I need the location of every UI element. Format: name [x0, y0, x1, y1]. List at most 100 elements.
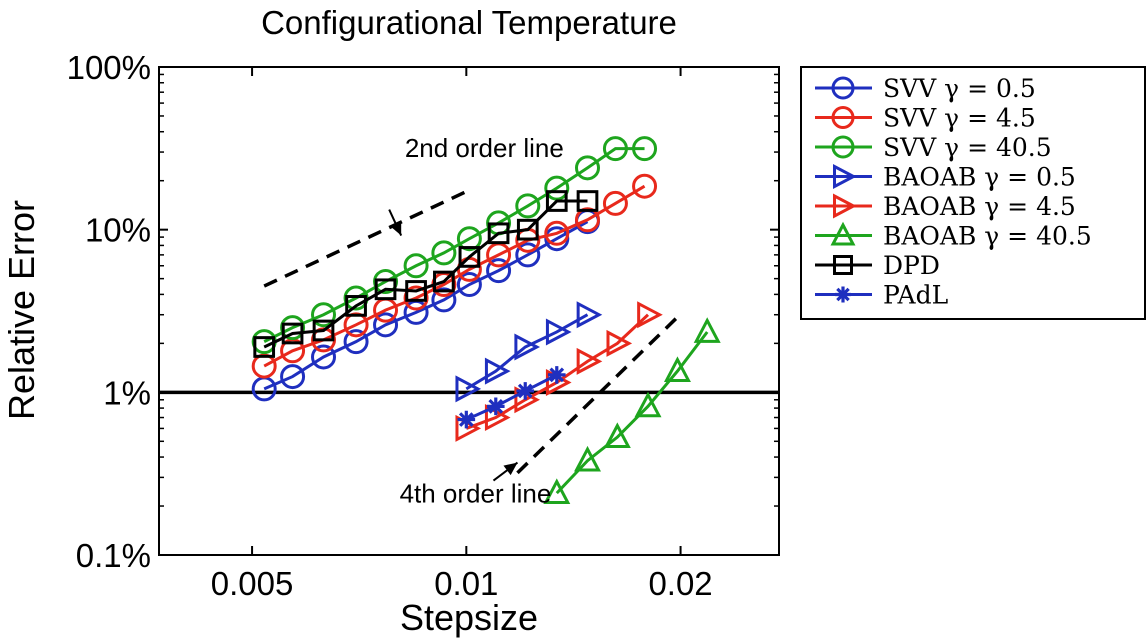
y-tick-label: 10%: [85, 212, 151, 249]
legend-swatch-marker: [831, 106, 855, 129]
annotation-text: 4th order line: [400, 479, 552, 509]
legend-item-baoab-gamma-4-5: BAOAB γ = 4.5: [815, 192, 1076, 221]
data-point: [516, 382, 535, 400]
data-point: [374, 278, 397, 301]
series-line: [263, 220, 589, 391]
legend-swatch-marker: [831, 76, 855, 100]
data-point: [403, 253, 429, 279]
data-point: [576, 301, 603, 329]
order-reference-line-2: [516, 315, 679, 475]
legend-label: BAOAB γ = 4.5: [883, 192, 1076, 221]
data-point: [514, 333, 541, 361]
series-line: [465, 373, 558, 421]
series-svv-gamma-40-5: [251, 136, 658, 355]
data-point: [458, 246, 481, 268]
legend-label: SVV γ = 40.5: [883, 133, 1052, 162]
legend-swatch-marker: [831, 135, 855, 159]
plot-area: [158, 66, 780, 556]
series-line: [263, 199, 588, 349]
arrow-head: [390, 221, 402, 236]
annotations: 2nd order line 4th order line: [388, 133, 564, 509]
x-tick-label: 0.005: [211, 565, 294, 602]
data-point: [632, 173, 658, 199]
data-point: [544, 220, 570, 246]
data-point: [345, 295, 367, 317]
legend-swatch-marker: [833, 164, 857, 189]
x-tick-label: 0.01: [434, 565, 498, 602]
data-point: [311, 344, 337, 370]
data-point: [576, 347, 603, 375]
legend-label: DPD: [883, 251, 940, 280]
annotation-text: 2nd order line: [405, 133, 564, 163]
data-point: [574, 207, 600, 233]
data-point: [632, 136, 658, 162]
arrow-head: [503, 462, 518, 476]
data-point: [253, 336, 276, 358]
data-point: [516, 218, 539, 241]
data-point: [602, 136, 628, 162]
data-point: [484, 357, 511, 385]
data-point: [403, 285, 429, 311]
data-point: [433, 270, 455, 293]
legend-swatch-marker: [835, 286, 851, 303]
annotation-2: 4th order line: [400, 461, 552, 509]
y-axis-label: Relative Error: [1, 200, 42, 420]
series-layer: [251, 136, 721, 505]
y-tick-label: 0.1%: [76, 537, 151, 574]
axis-ticks: 0.005 0.01 0.02 0.1% 1% 10% 100%: [67, 49, 779, 602]
data-point: [456, 272, 482, 298]
series-dpd: [253, 190, 599, 358]
data-point: [545, 190, 568, 212]
legend-item-baoab-gamma-40-5: BAOAB γ = 40.5: [815, 222, 1092, 251]
series-padl: [457, 366, 566, 429]
legend-swatch-marker: [833, 255, 853, 275]
legend-label: PAdL: [883, 281, 948, 310]
data-point: [431, 287, 457, 313]
data-point: [515, 242, 541, 268]
data-point: [547, 366, 566, 384]
legend-label: SVV γ = 4.5: [883, 104, 1036, 133]
x-axis-label: Stepsize: [400, 597, 538, 638]
data-point: [515, 193, 541, 219]
legend-label: BAOAB γ = 40.5: [883, 222, 1092, 251]
annotation-1: 2nd order line: [388, 133, 564, 236]
data-point: [486, 258, 512, 284]
y-tick-label: 100%: [67, 49, 151, 86]
legend-item-svv-gamma-4-5: SVV γ = 4.5: [815, 104, 1036, 133]
data-point: [486, 397, 505, 416]
legend-item-dpd: DPD: [815, 251, 940, 280]
legend-swatch-marker: [833, 193, 857, 219]
legend-item-svv-gamma-40-5: SVV γ = 40.5: [815, 133, 1052, 162]
data-point: [603, 422, 631, 449]
data-point: [456, 226, 482, 252]
data-point: [574, 155, 600, 181]
data-point: [637, 301, 663, 329]
data-point: [431, 240, 457, 266]
data-point: [373, 269, 399, 295]
legend-label: BAOAB γ = 0.5: [883, 163, 1076, 192]
data-point: [343, 329, 369, 355]
data-point: [373, 312, 399, 338]
data-point: [405, 280, 427, 302]
data-point: [280, 315, 306, 341]
y-tick-label: 1%: [103, 374, 151, 411]
data-point: [602, 190, 628, 216]
legend-item-baoab-gamma-0-5: BAOAB γ = 0.5: [815, 163, 1076, 192]
legend-label: SVV γ = 0.5: [883, 74, 1036, 103]
data-point: [574, 445, 601, 472]
series-baoab-gamma-0-5: [455, 301, 603, 403]
x-tick-label: 0.02: [648, 565, 712, 602]
data-point: [311, 302, 337, 328]
data-point: [544, 175, 570, 201]
legend-swatch-marker: [830, 221, 856, 246]
legend-item-svv-gamma-0-5: SVV γ = 0.5: [815, 74, 1036, 103]
data-point: [280, 364, 306, 390]
series-line: [555, 331, 709, 495]
legend-item-padl: PAdL: [815, 281, 948, 310]
data-point: [455, 375, 482, 403]
chart-title: Configurational Temperature: [261, 4, 677, 41]
data-point: [663, 356, 691, 382]
data-point: [576, 190, 599, 212]
